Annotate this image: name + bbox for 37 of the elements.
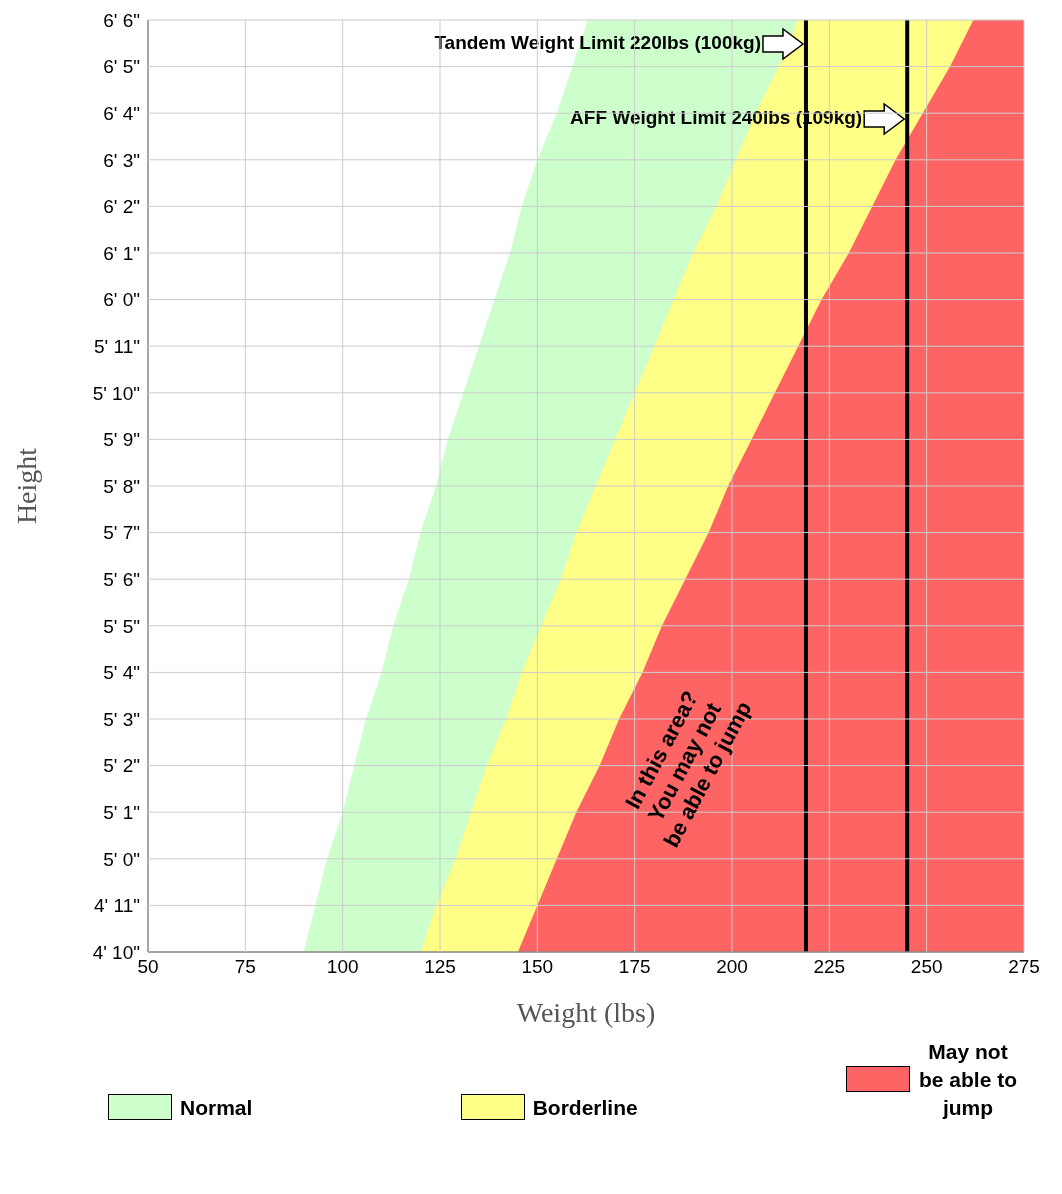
y-tick-label: 5' 6" (103, 568, 140, 590)
y-tick-label: 6' 4" (103, 102, 140, 124)
y-tick-label: 5' 9" (103, 429, 140, 451)
y-tick-label: 6' 5" (103, 56, 140, 78)
y-tick-label: 5' 0" (103, 848, 140, 870)
y-tick-label: 6' 3" (103, 149, 140, 171)
x-tick-label: 100 (326, 956, 359, 978)
y-tick-label: 5' 5" (103, 615, 140, 637)
y-tick-label: 6' 0" (103, 289, 140, 311)
legend-label: Borderline (532, 1095, 638, 1121)
y-tick-label: 5' 4" (103, 662, 140, 684)
y-tick-label: 6' 6" (103, 9, 140, 31)
x-tick-label: 200 (716, 956, 748, 978)
legend-label: May not be able to jump (917, 1039, 1018, 1121)
y-tick-label: 4' 11" (94, 895, 140, 917)
y-tick-label: 5' 3" (103, 708, 140, 730)
y-tick-label: 5' 7" (103, 522, 140, 544)
x-tick-label: 50 (137, 956, 159, 978)
y-tick-label: 5' 1" (103, 801, 140, 823)
y-tick-label: 6' 1" (103, 242, 140, 264)
y-axis-title: Height (10, 447, 42, 525)
x-tick-label: 175 (618, 956, 651, 978)
x-tick-label: 150 (521, 956, 554, 978)
y-tick-label: 5' 11" (94, 335, 140, 357)
y-tick-label: 5' 8" (103, 475, 140, 497)
y-tick-label: 6' 2" (103, 196, 140, 218)
x-tick-label: 75 (234, 956, 256, 978)
ref-line-label: Tandem Weight Limit 220lbs (100kg) (434, 32, 761, 54)
x-axis-title: Weight (lbs) (516, 997, 656, 1028)
y-tick-label: 5' 10" (92, 382, 140, 404)
y-tick-label: 4' 10" (92, 941, 140, 963)
x-tick-label: 125 (424, 956, 456, 978)
x-tick-label: 275 (1008, 956, 1040, 978)
y-tick-label: 5' 2" (103, 755, 140, 777)
legend-label: Normal (180, 1095, 253, 1121)
x-tick-label: 225 (813, 956, 846, 978)
x-tick-label: 250 (910, 956, 943, 978)
